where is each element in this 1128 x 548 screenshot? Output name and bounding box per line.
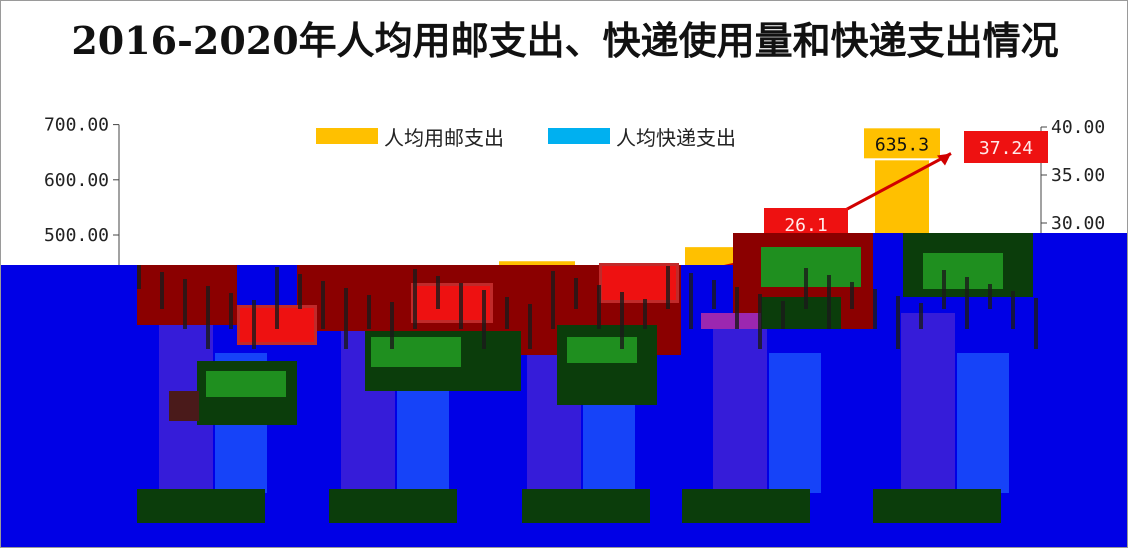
glitch-stripe	[735, 287, 739, 329]
line-label: 26.1	[784, 215, 827, 236]
glitch-stripe	[712, 280, 716, 309]
glitch-stripe	[965, 277, 969, 329]
line-label: 37.24	[979, 138, 1033, 159]
glitch-stripe	[551, 271, 555, 329]
legend-item-express: 人均快递支出	[548, 122, 736, 151]
glitch-baseline-block	[682, 489, 810, 523]
bar-postal-label-bg	[864, 128, 940, 159]
glitch-stripe	[183, 279, 187, 329]
glitch-block	[567, 337, 637, 363]
glitch-stripe	[344, 288, 348, 349]
y-right-tick-label: 40.00	[1051, 117, 1105, 138]
chart-title-text: 2016-2020年人均用邮支出、快递使用量和快递支出情况	[71, 18, 1059, 63]
legend-label-express: 人均快递支出	[616, 125, 736, 150]
glitch-stripe	[827, 275, 831, 329]
glitch-stripe	[252, 300, 256, 349]
glitch-stripe	[850, 282, 854, 309]
glitch-block	[371, 337, 461, 367]
glitch-stripe	[689, 273, 693, 329]
legend-item-postal: 人均用邮支出	[316, 122, 504, 151]
chart-title: 2016-2020年人均用邮支出、快递使用量和快递支出情况	[1, 15, 1127, 67]
glitch-stripe	[229, 293, 233, 329]
legend-swatch-postal	[316, 128, 378, 144]
glitch-stripe	[206, 286, 210, 349]
line-label-bg	[964, 131, 1048, 163]
glitch-stripe	[298, 274, 302, 309]
glitch-stripe	[896, 296, 900, 349]
y-left-tick-label: 700.00	[44, 115, 109, 136]
glitch-stripe	[1011, 291, 1015, 329]
glitch-block	[701, 313, 761, 329]
glitch-stripe	[758, 294, 762, 349]
y-left-tick-label: 600.00	[44, 170, 109, 191]
glitch-stripe	[942, 270, 946, 309]
glitch-block	[761, 247, 861, 287]
glitch-stripe	[413, 269, 417, 329]
glitch-stripe	[482, 290, 486, 349]
glitch-stripe	[988, 284, 992, 309]
glitch-label-remnant-inner	[602, 266, 676, 300]
legend-label-postal: 人均用邮支出	[384, 125, 504, 150]
y-right-tick-label: 35.00	[1051, 165, 1105, 186]
glitch-block	[206, 371, 286, 397]
glitch-stripe	[597, 285, 601, 329]
ghost-bar	[957, 353, 1009, 493]
glitch-stripe	[873, 289, 877, 329]
legend: 人均用邮支出 人均快递支出	[316, 122, 780, 151]
ghost-bar	[769, 353, 821, 493]
glitch-block	[169, 391, 199, 421]
glitch-stripe	[666, 266, 670, 309]
glitch-stripe	[643, 299, 647, 329]
glitch-stripe	[459, 283, 463, 329]
glitch-stripe	[321, 281, 325, 329]
glitch-baseline-block	[329, 489, 457, 523]
glitch-baseline-block	[137, 489, 265, 523]
glitch-baseline-block	[873, 489, 1001, 523]
line-arrowhead	[937, 153, 951, 166]
glitch-stripe	[505, 297, 509, 329]
glitch-block	[923, 253, 1003, 289]
y-left-tick-label: 500.00	[44, 225, 109, 246]
legend-swatch-express	[548, 128, 610, 144]
glitch-stripe	[436, 276, 440, 309]
glitch-stripe	[390, 302, 394, 349]
glitch-stripe	[160, 272, 164, 309]
glitch-stripe	[620, 292, 624, 349]
glitch-stripe	[528, 304, 532, 349]
glitch-stripe	[137, 265, 141, 289]
ghost-bar	[901, 313, 955, 493]
glitch-stripe	[574, 278, 578, 309]
y-right-tick-label: 30.00	[1051, 213, 1105, 234]
glitch-stripe	[367, 295, 371, 329]
glitch-stripe	[781, 301, 785, 329]
glitch-stripe	[919, 303, 923, 329]
glitch-label-remnant-inner	[414, 286, 490, 320]
glitch-baseline-block	[522, 489, 650, 523]
glitch-stripe	[804, 268, 808, 309]
glitch-stripe	[275, 267, 279, 329]
glitch-stripe	[1034, 298, 1038, 349]
bar-postal-label: 635.3	[875, 134, 929, 155]
rendering-artifact-overlay	[1, 233, 1127, 547]
